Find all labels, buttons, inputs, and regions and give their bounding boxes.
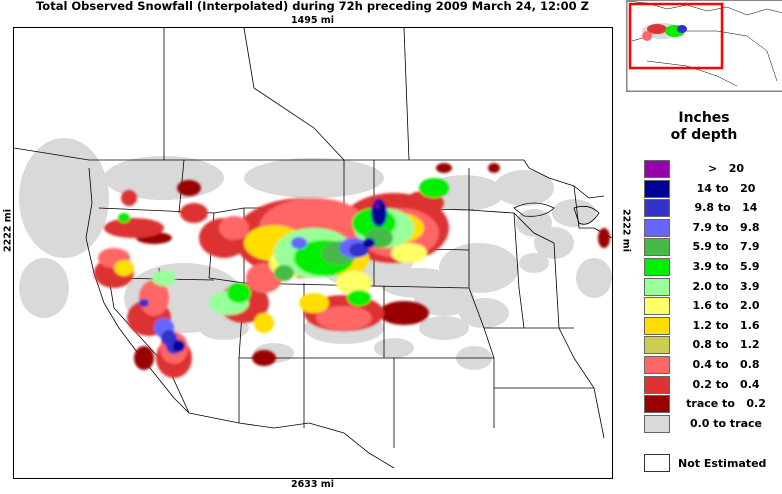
snowfall-areas [94,163,610,378]
legend-label: 1.6 to 2.0 [692,299,760,313]
legend-swatch [644,179,670,198]
map-title: Total Observed Snowfall (Interpolated) d… [35,0,590,13]
legend-item: 0.2 to 0.4 [644,375,782,395]
legend-label: 0.8 to 1.2 [692,338,760,352]
legend-item: 0.8 to 1.2 [644,336,782,355]
top-distance-label: 1495 mi [291,15,334,26]
legend-label: 14 to 20 [696,181,756,195]
legend-swatch [644,395,670,414]
legend-label: 5.9 to 7.9 [692,240,760,254]
snowfall-map[interactable] [13,27,613,479]
legend-label: 2.0 to 3.9 [692,279,760,293]
legend-title: Inches of depth [626,110,782,144]
legend-swatch [644,218,670,237]
legend-item: 5.9 to 7.9 [644,238,782,257]
legend-swatch [644,199,670,218]
legend-not-estimated-swatch [644,454,670,472]
legend-label: 0.0 to trace [689,416,763,430]
overview-snow-patches [642,23,687,41]
legend-swatch [644,375,670,394]
legend-label: 0.4 to 0.8 [692,358,760,371]
legend-title-line2: of depth [670,127,738,143]
legend-swatch [644,336,670,355]
legend-swatch [644,277,670,296]
bottom-distance-label: 2633 mi [291,479,334,490]
legend-item: 0.4 to 0.8 [644,356,782,375]
legend-swatch [644,160,670,178]
legend-label: trace to 0.2 [686,397,766,411]
overview-extent-box [628,2,724,70]
legend-item: 1.6 to 2.0 [644,297,782,316]
legend-item: 7.9 to 9.8 [644,218,782,238]
legend-not-estimated: Not Estimated [644,454,782,473]
legend-item: 1.2 to 1.6 [644,316,782,336]
legend-item: 9.8 to 14 [644,199,782,218]
legend-swatch [644,258,670,276]
legend-item: 14 to 20 [644,179,782,199]
left-distance-label: 2222 mi [2,209,14,252]
legend-swatch [644,316,670,335]
legend-title-line1: Inches [678,110,730,126]
legend-label: 0.2 to 0.4 [692,377,760,391]
lakes [513,202,600,225]
trace-snow-areas [19,138,612,370]
legend-label: > 20 [707,162,744,175]
overview-inset-map[interactable] [626,0,782,92]
legend-not-estimated-label: Not Estimated [678,457,767,470]
legend-item: > 20 [644,160,782,179]
legend-swatch [644,356,670,374]
legend-item: 3.9 to 5.9 [644,258,782,277]
legend-swatch [644,297,670,316]
legend-label: 3.9 to 5.9 [692,260,760,273]
legend-item: 2.0 to 3.9 [644,277,782,297]
legend-label: 9.8 to 14 [694,201,758,215]
legend-label: 1.2 to 1.6 [692,318,760,332]
legend: Inches of depth > 20 14 to 20 9.8 to 14 7.9… [626,90,782,494]
legend-item: trace to 0.2 [644,395,782,414]
legend-swatch [644,414,670,433]
legend-item: 0.0 to trace [644,414,782,434]
legend-swatch [644,238,670,257]
legend-label: 7.9 to 9.8 [692,220,760,234]
